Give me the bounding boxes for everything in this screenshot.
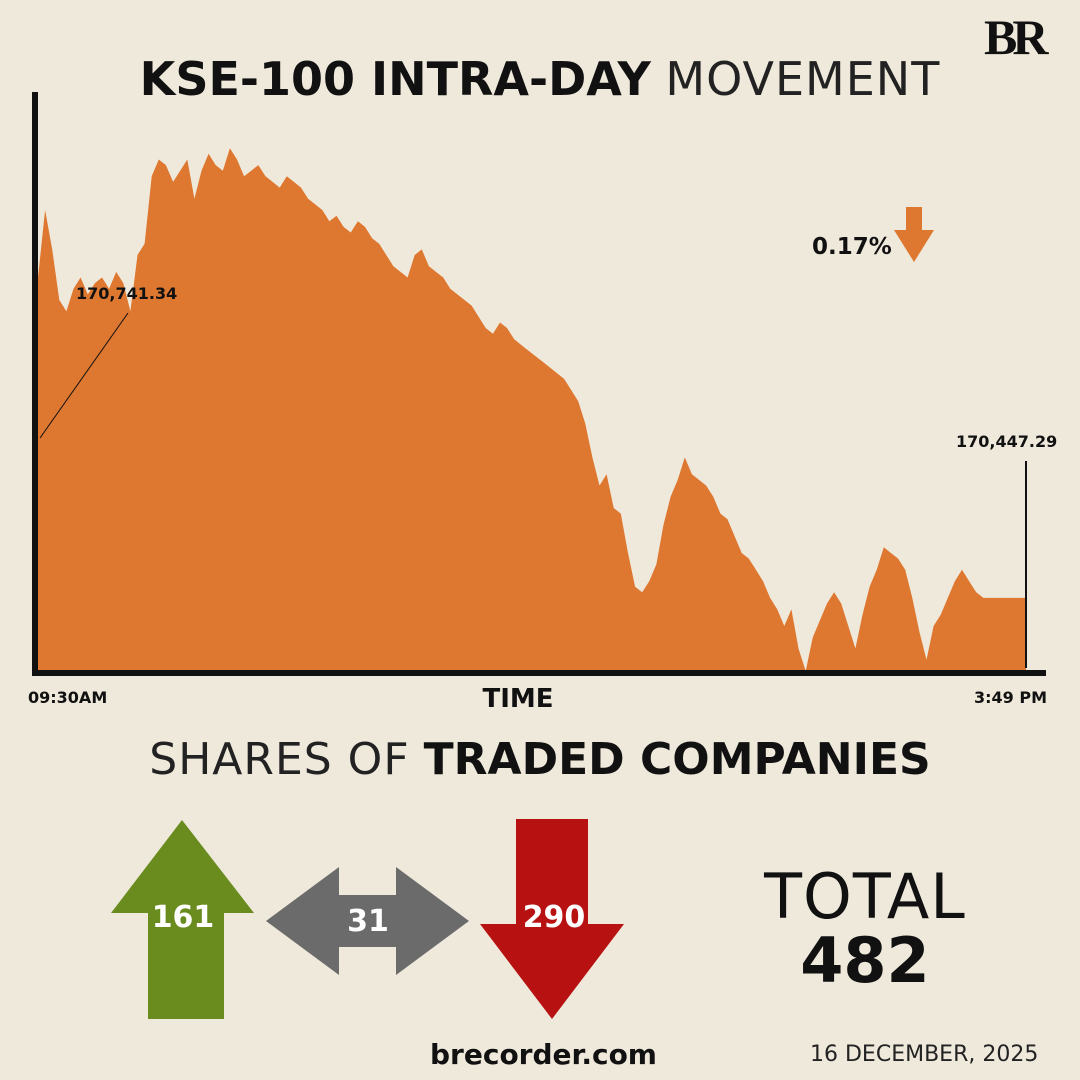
shares-title-light: SHARES OF (149, 734, 410, 785)
chart-title-bold: KSE-100 INTRA-DAY (139, 52, 651, 106)
change-percent: 0.17% (812, 234, 892, 260)
x-tick-start: 09:30AM (28, 688, 108, 707)
shares-title: SHARES OF TRADED COMPANIES (0, 738, 1080, 782)
report-date: 16 DECEMBER, 2025 (810, 1042, 1039, 1067)
advanced-count: 161 (151, 900, 215, 935)
chart-title: KSE-100 INTRA-DAY MOVEMENT (0, 56, 1080, 102)
open-value-label: 170,741.34 (76, 284, 178, 303)
open-leader-line (39, 312, 129, 439)
intraday-chart (32, 92, 1046, 676)
unchanged-count: 31 (347, 904, 389, 939)
advanced-up-arrow-icon (111, 820, 254, 1019)
x-axis-label: TIME (482, 684, 554, 714)
declined-count: 290 (522, 900, 586, 935)
website-url: brecorder.com (430, 1038, 657, 1071)
unchanged-double-arrow-icon (266, 867, 469, 975)
change-down-arrow-icon (894, 207, 934, 262)
brand-logo: BR (984, 9, 1049, 65)
declined-down-arrow-icon (480, 819, 624, 1019)
intraday-area (38, 148, 1026, 671)
shares-title-bold: TRADED COMPANIES (423, 734, 931, 785)
total-value: 482 (800, 924, 930, 997)
x-tick-end: 3:49 PM (974, 688, 1048, 707)
close-value-label: 170,447.29 (956, 432, 1058, 451)
chart-title-light: MOVEMENT (665, 52, 941, 106)
total-label: TOTAL (764, 860, 966, 933)
